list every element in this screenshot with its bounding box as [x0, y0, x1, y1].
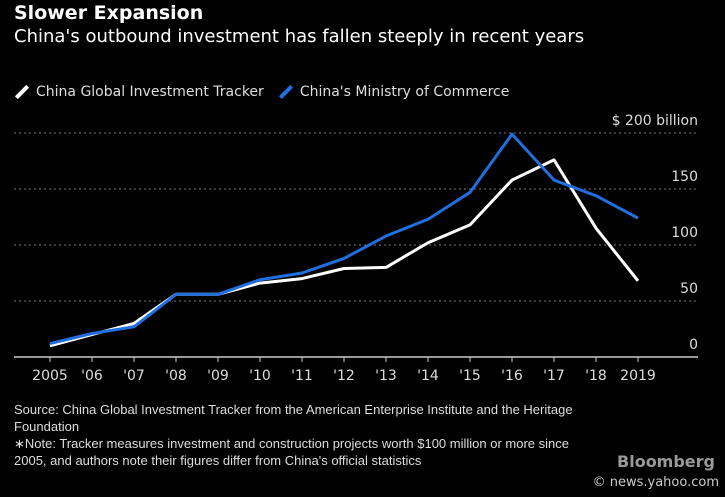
x-tick-label: '15: [459, 368, 481, 384]
x-tick-label: '16: [501, 368, 523, 384]
x-tick-label: '18: [585, 368, 607, 384]
chart-title: Slower Expansion: [14, 2, 204, 24]
series-line-1: [49, 132, 639, 346]
legend-item-tracker: China Global Investment Tracker: [14, 84, 264, 100]
line-chart: 0 50 100 150 $ 200 billion 2005 '06 '07 '08 '09 '1…: [14, 113, 698, 384]
source-note: Source: China Global Investment Tracker …: [14, 401, 584, 469]
series-line-0: [49, 158, 640, 348]
legend-item-mofcom: China's Ministry of Commerce: [278, 84, 509, 100]
x-tick-label: '12: [333, 368, 355, 384]
x-tick-label: '14: [417, 368, 439, 384]
y-tick-label: 50: [680, 281, 698, 297]
footnote-text: ∗Note: Tracker measures investment and c…: [14, 436, 569, 468]
x-tick-label: '11: [291, 368, 313, 384]
x-tick-label: '07: [123, 368, 145, 384]
x-tick-label: '08: [165, 368, 187, 384]
y-tick-label: $ 200 billion: [612, 113, 698, 129]
x-tick-label: '10: [249, 368, 271, 384]
x-tick-label: '09: [207, 368, 229, 384]
watermark: © news.yahoo.com: [592, 475, 719, 490]
y-tick-label: 0: [689, 337, 698, 353]
y-tick-label: 150: [671, 169, 698, 185]
bloomberg-logo: Bloomberg: [617, 452, 715, 471]
y-tick-label: 100: [671, 225, 698, 241]
x-tick-label: 2005: [32, 368, 68, 384]
x-tick-label: '17: [543, 368, 565, 384]
chart-subtitle: China's outbound investment has fallen s…: [14, 26, 585, 47]
legend: China Global Investment Tracker China's …: [14, 84, 509, 100]
x-tick-label: '06: [81, 368, 103, 384]
source-text: Source: China Global Investment Tracker …: [14, 402, 573, 434]
x-tick-label: '13: [375, 368, 397, 384]
x-tick-label: 2019: [620, 368, 656, 384]
